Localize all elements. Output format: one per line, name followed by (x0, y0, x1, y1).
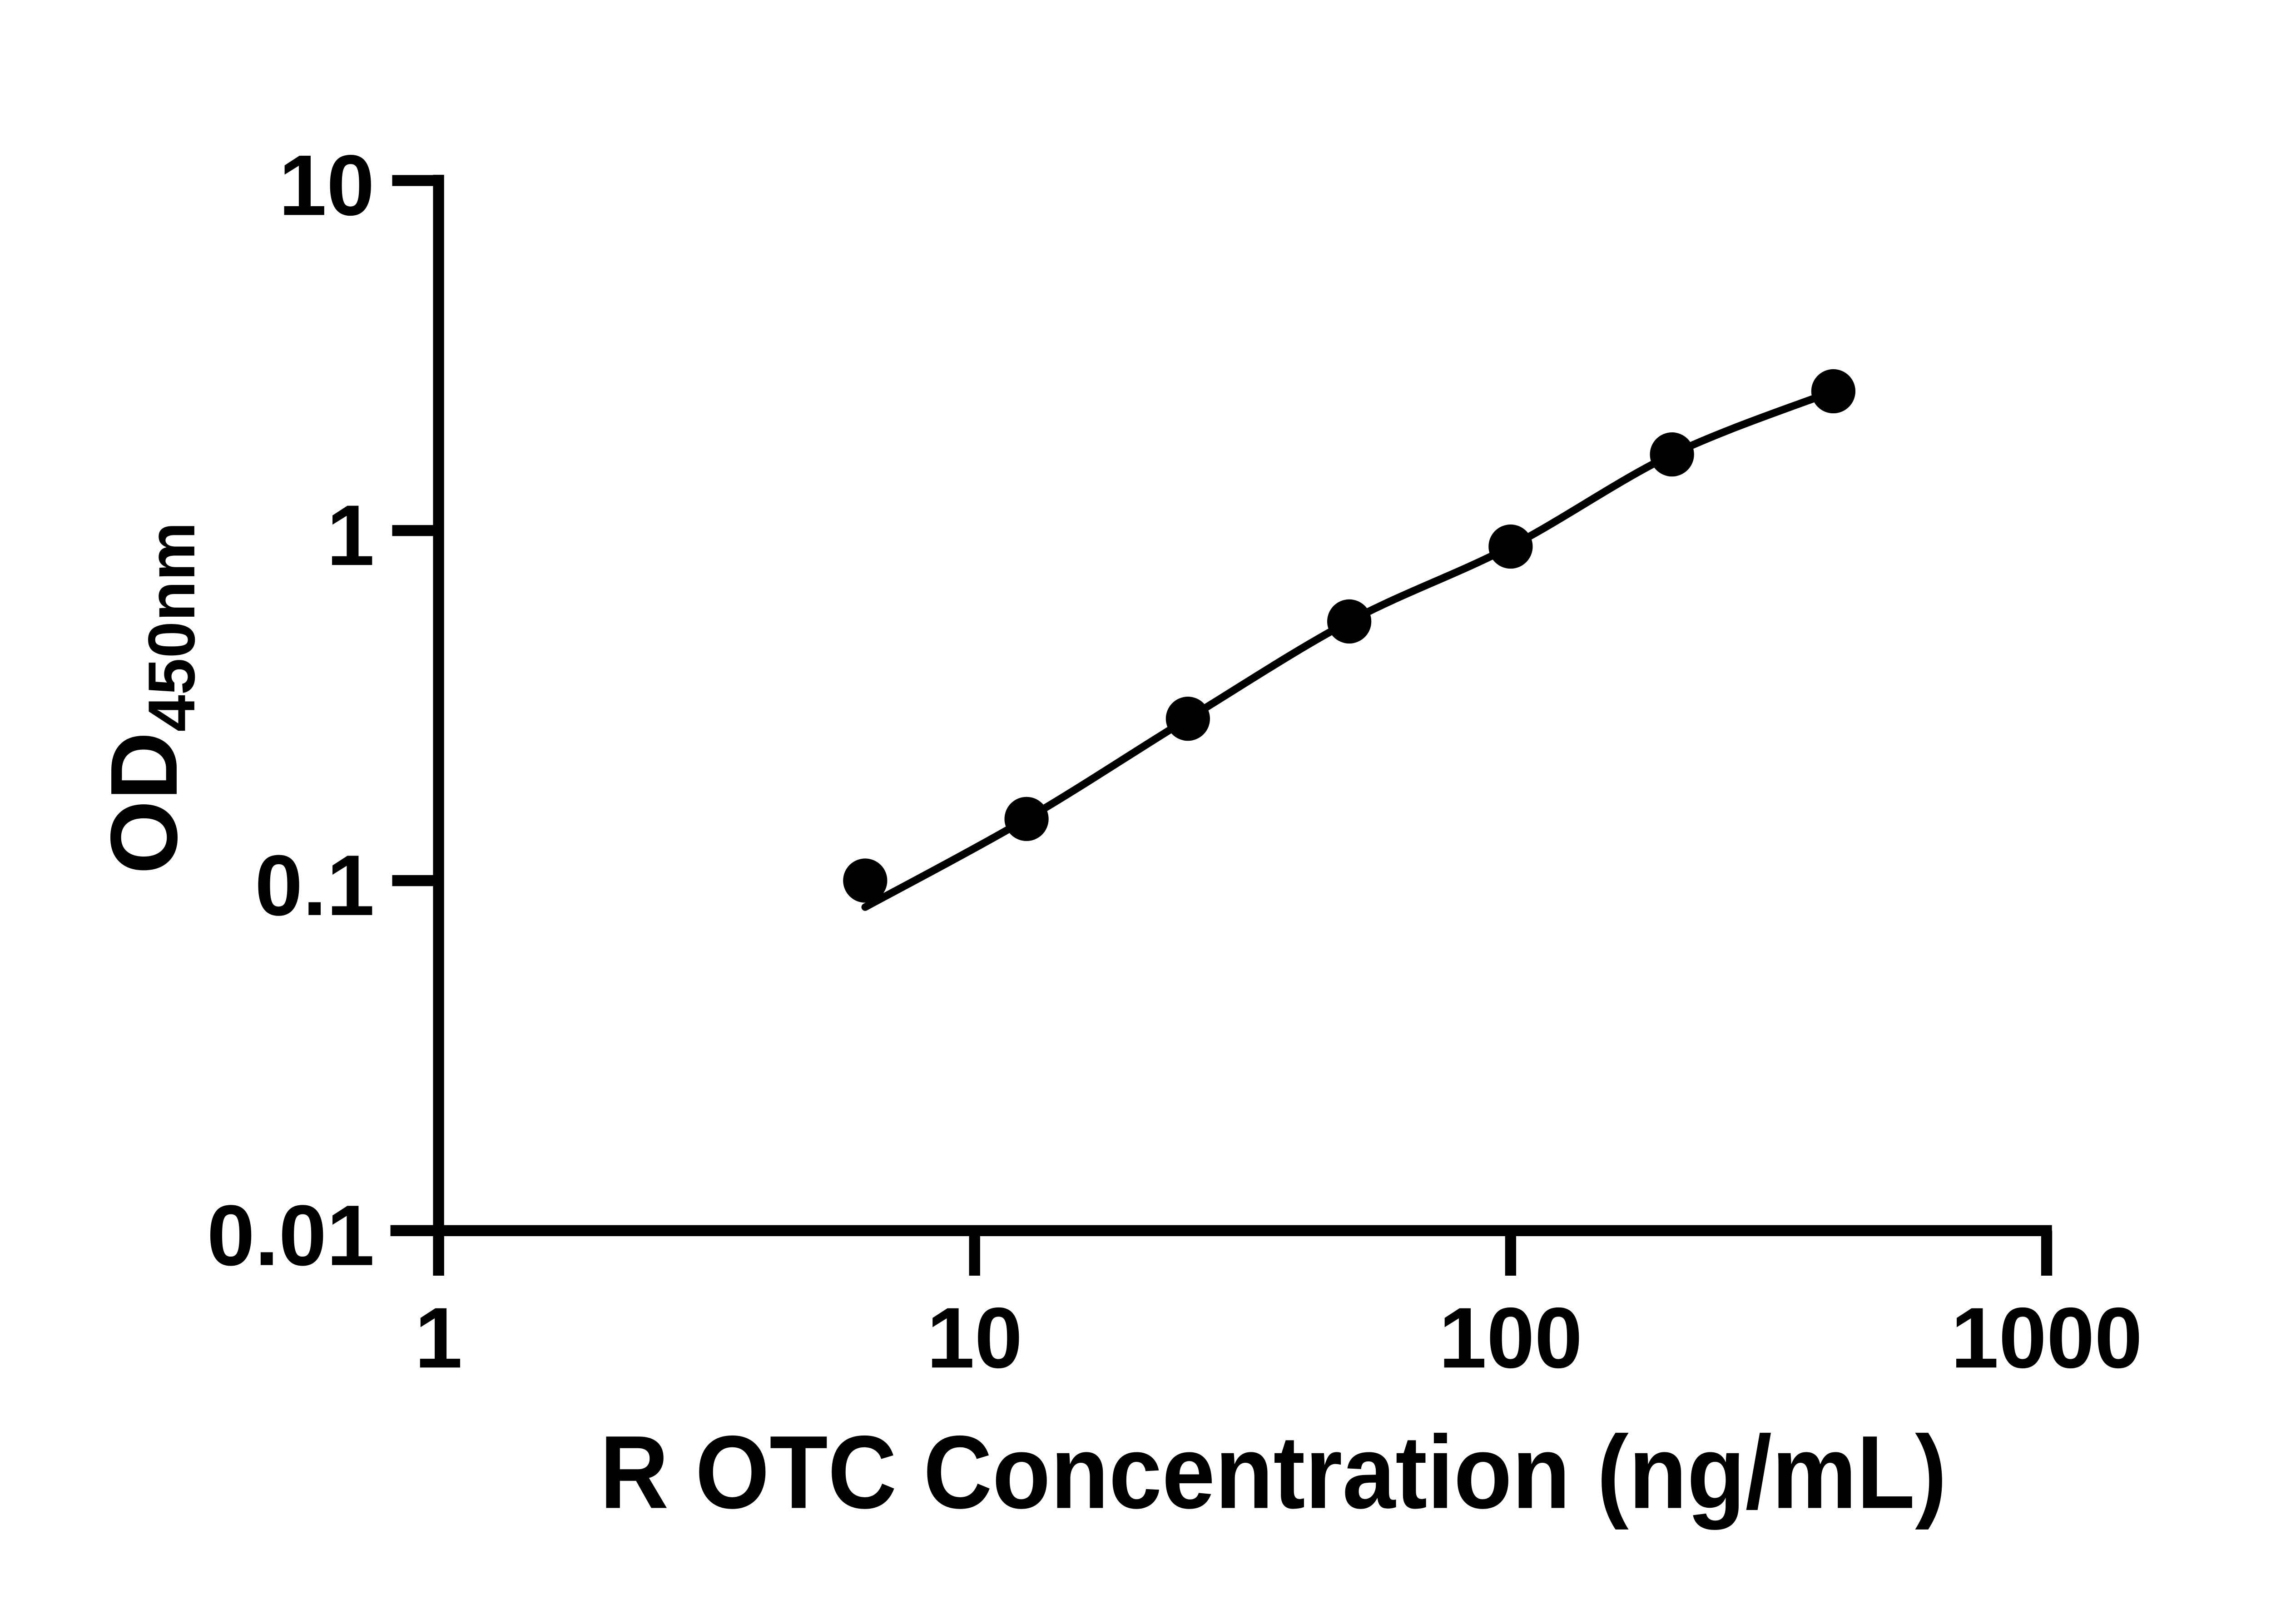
y-tick-label: 0.1 (255, 837, 375, 934)
data-point-marker (1165, 697, 1210, 741)
y-axis-title-main: OD (91, 732, 197, 874)
y-axis-title-subscript: 450nm (134, 522, 208, 732)
x-tick-label: 10 (927, 1290, 1022, 1386)
axes (390, 174, 2052, 1276)
x-tick-label: 1 (415, 1290, 462, 1386)
data-point-marker (843, 858, 888, 903)
y-axis-title: OD450nm (91, 522, 208, 874)
data-point-marker (1650, 432, 1694, 477)
y-tick-label: 0.01 (207, 1188, 375, 1284)
axis-ticks (392, 175, 2053, 1276)
x-tick-label: 100 (1439, 1290, 1582, 1386)
data-point-marker (1488, 524, 1533, 569)
data-points (843, 369, 1856, 903)
x-axis-title: R OTC Concentration (ng/mL) (600, 1414, 1947, 1530)
data-point-marker (1811, 369, 1856, 414)
tick-labels: 10 1 0.1 0.01 1 10 100 1000 (207, 137, 2142, 1386)
x-tick-label: 1000 (1951, 1290, 2142, 1386)
data-point-marker (1327, 599, 1372, 644)
y-tick-label: 10 (279, 137, 375, 233)
data-point-marker (1004, 797, 1049, 841)
y-tick-label: 1 (327, 487, 374, 584)
